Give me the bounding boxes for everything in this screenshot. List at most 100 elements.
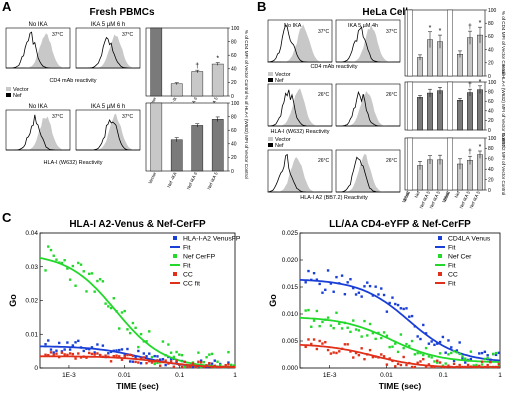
data-point: [354, 351, 358, 355]
data-point: [205, 356, 208, 359]
data-point: [483, 357, 487, 361]
data-point: [497, 351, 501, 355]
data-point: [164, 359, 167, 362]
data-point: [458, 341, 461, 344]
y-tick-label: 0: [488, 128, 491, 134]
x-axis-label: TIME (sec): [379, 381, 422, 391]
data-point: [318, 282, 321, 286]
data-point: [156, 359, 159, 362]
data-point: [101, 280, 105, 283]
data-point: [408, 315, 411, 318]
data-point: [139, 362, 143, 365]
legend-label: Fit: [448, 245, 456, 252]
y-tick-label: 0.005: [282, 338, 299, 345]
y-tick-label: 80: [488, 146, 494, 152]
data-point: [335, 275, 338, 279]
significance-mark: *: [439, 28, 442, 35]
data-point: [424, 332, 428, 335]
data-point: [312, 338, 316, 341]
data-point: [357, 353, 361, 357]
flow-a-top-right-nef-histogram: [76, 36, 140, 69]
data-point: [104, 302, 107, 305]
data-point: [340, 327, 344, 330]
data-point: [77, 261, 80, 265]
flow-a-bottom-right-nef-histogram: [76, 119, 140, 151]
fit-line: [299, 279, 501, 362]
fit-line: [40, 355, 235, 368]
significance-mark: †: [195, 63, 199, 70]
data-point: [447, 353, 450, 356]
data-point: [74, 357, 77, 360]
y-tick-label: 40: [488, 47, 494, 53]
data-point: [178, 353, 181, 356]
flow-b-row3-left-temp: 26°C: [318, 158, 330, 164]
data-point: [74, 284, 77, 287]
data-point: [104, 354, 107, 357]
data-point: [424, 365, 428, 369]
y-tick-label: 20: [231, 80, 237, 86]
bar: [150, 27, 163, 97]
data-point: [380, 353, 383, 356]
fit-line: [299, 344, 500, 368]
data-point: [52, 254, 55, 257]
data-point: [340, 274, 344, 277]
data-point: [363, 285, 366, 288]
data-point: [107, 305, 110, 308]
y-tick-label: 40: [231, 67, 237, 73]
category-label: Nef: [453, 190, 461, 199]
y-tick-label: 100: [488, 8, 497, 14]
data-point: [312, 271, 316, 275]
data-point: [410, 339, 414, 343]
bar: [191, 125, 204, 172]
data-point: [142, 352, 146, 355]
flow-b-row1-left-nef-histogram: [267, 24, 332, 63]
data-point: [452, 359, 456, 363]
data-point: [126, 347, 129, 351]
y-tick-label: 40: [488, 109, 494, 115]
y-tick-label: 20: [231, 155, 237, 161]
fit-line: [299, 316, 501, 363]
data-point: [310, 325, 313, 328]
category-label: Vector: [147, 171, 157, 185]
data-point: [88, 272, 91, 276]
data-point: [464, 361, 467, 364]
data-point: [346, 343, 349, 346]
fcs-chart-left: HLA-I A2-Venus & Nef-CerFP 0 0.01 0.02 0.03 0…: [8, 219, 241, 391]
data-point: [161, 357, 165, 361]
data-point: [444, 362, 447, 365]
data-point: [363, 357, 366, 361]
panel-letter-b: B: [257, 0, 266, 14]
bar: [150, 102, 163, 172]
data-point: [66, 341, 69, 344]
flow-b-row2-right-vector-histogram: [336, 91, 400, 126]
flow-a-top-left-nef-histogram: [6, 31, 70, 69]
data-point: [304, 345, 307, 349]
data-point: [416, 335, 419, 338]
legend-nef-label: Nef: [13, 93, 22, 99]
y-tick-label: 0.04: [25, 230, 38, 237]
legend-b2-nef-label: Nef: [275, 143, 284, 149]
data-point: [164, 363, 167, 367]
data-point: [150, 355, 154, 359]
data-point: [380, 336, 383, 340]
data-point: [47, 339, 50, 342]
data-point: [213, 364, 216, 368]
y-axis-label: % BB7.2 MFI of Vector Control: [501, 133, 506, 196]
data-point: [115, 354, 118, 357]
data-point: [199, 359, 203, 362]
data-point: [338, 322, 341, 325]
y-tick-label: 60: [231, 128, 237, 134]
data-point: [52, 351, 55, 354]
legend-label: CC: [183, 272, 193, 279]
data-point: [98, 278, 102, 281]
data-point: [169, 360, 173, 363]
data-point: [202, 360, 206, 364]
data-point: [399, 333, 403, 336]
data-point: [399, 307, 403, 310]
data-point: [374, 337, 377, 341]
data-point: [405, 363, 408, 367]
bar-chart-b-row3: 0 20 40 60 80 100 % BB7.2 MFI of Vector Contro…: [401, 133, 506, 210]
bar: [427, 159, 433, 191]
data-point: [44, 343, 47, 346]
legend-b-nef-swatch: [268, 78, 273, 82]
